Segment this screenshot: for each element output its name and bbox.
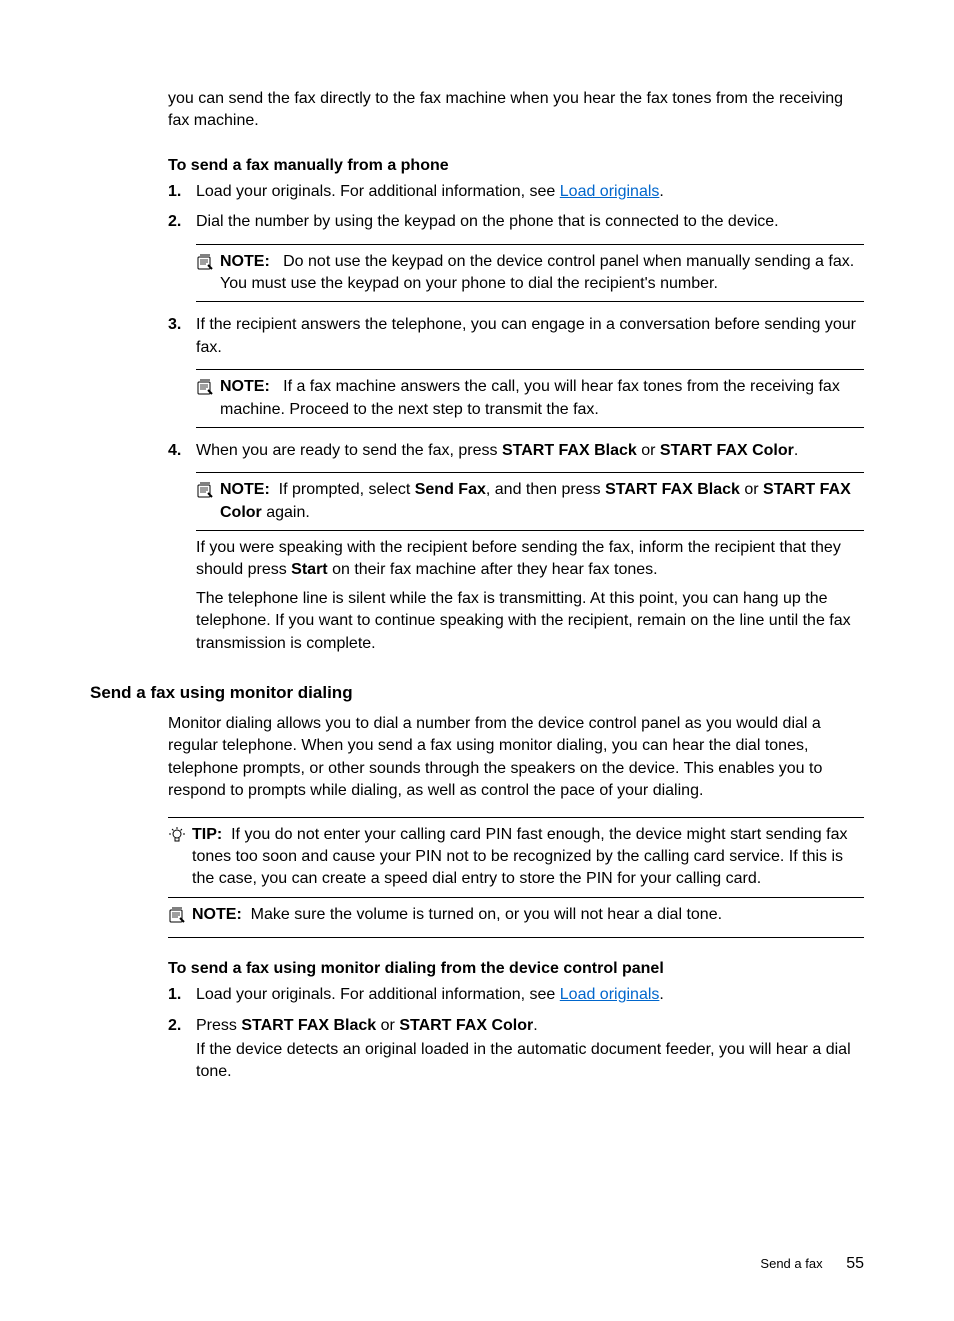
follow-text: If the device detects an original loaded…: [196, 1039, 864, 1084]
tip-text: If you do not enter your calling card PI…: [192, 826, 847, 888]
step-text: When you are ready to send the fax, pres…: [196, 442, 502, 459]
step-body: Load your originals. For additional info…: [196, 181, 864, 203]
note-text: Make sure the volume is turned on, or yo…: [251, 906, 722, 923]
note-icon: [196, 251, 220, 296]
note-text: If a fax machine answers the call, you w…: [220, 378, 840, 417]
step-number: 1.: [168, 984, 196, 1006]
step-number: 3.: [168, 314, 196, 432]
step-3: 3. If the recipient answers the telephon…: [168, 314, 864, 432]
step-text: or: [637, 442, 660, 459]
follow-bold: Start: [291, 561, 327, 578]
note-icon: [196, 376, 220, 421]
step-text: If the recipient answers the telephone, …: [196, 316, 856, 355]
step-text: Press: [196, 1017, 241, 1034]
tip-icon: [168, 824, 192, 891]
note-label: NOTE:: [220, 481, 270, 498]
procedure-heading-1: To send a fax manually from a phone: [168, 157, 864, 175]
follow-text-2: The telephone line is silent while the f…: [196, 588, 864, 655]
note-text: , and then press: [486, 481, 605, 498]
tip-block: TIP: If you do not enter your calling ca…: [168, 817, 864, 897]
note-text: Do not use the keypad on the device cont…: [220, 253, 854, 292]
note-block: NOTE: If a fax machine answers the call,…: [196, 369, 864, 428]
page-footer: Send a fax 55: [760, 1255, 864, 1273]
step-number: 1.: [168, 181, 196, 203]
step-text: .: [533, 1017, 537, 1034]
tip-body: TIP: If you do not enter your calling ca…: [192, 824, 864, 891]
step-2b: 2. Press START FAX Black or START FAX Co…: [168, 1015, 864, 1084]
note-body: NOTE: Make sure the volume is turned on,…: [192, 904, 864, 931]
step-1b: 1. Load your originals. For additional i…: [168, 984, 864, 1006]
step-2: 2. Dial the number by using the keypad o…: [168, 211, 864, 306]
follow-text: If you were speaking with the recipient …: [196, 537, 864, 582]
procedure-heading-2: To send a fax using monitor dialing from…: [168, 960, 864, 978]
note-body: NOTE: If a fax machine answers the call,…: [220, 376, 864, 421]
step-body: Dial the number by using the keypad on t…: [196, 211, 864, 306]
tip-label: TIP:: [192, 826, 222, 843]
step-bold: START FAX Black: [241, 1017, 376, 1034]
note-icon: [168, 904, 192, 931]
step-text: or: [376, 1017, 399, 1034]
intro-text: you can send the fax directly to the fax…: [168, 88, 864, 133]
step-text-tail: .: [659, 986, 663, 1003]
note-block: NOTE: Make sure the volume is turned on,…: [168, 897, 864, 938]
step-4: 4. When you are ready to send the fax, p…: [168, 440, 864, 655]
note-label: NOTE:: [192, 906, 242, 923]
note-body: NOTE: If prompted, select Send Fax, and …: [220, 479, 864, 524]
note-label: NOTE:: [220, 378, 270, 395]
note-text: or: [740, 481, 763, 498]
step-bold: START FAX Black: [502, 442, 637, 459]
step-number: 2.: [168, 1015, 196, 1084]
follow-text-b: on their fax machine after they hear fax…: [328, 561, 658, 578]
note-text: [274, 253, 283, 270]
step-text: Load your originals. For additional info…: [196, 183, 560, 200]
note-block: NOTE: Do not use the keypad on the devic…: [196, 244, 864, 303]
note-bold: Send Fax: [415, 481, 486, 498]
footer-label: Send a fax: [760, 1256, 822, 1271]
section-body: Monitor dialing allows you to dial a num…: [168, 713, 864, 803]
note-body: NOTE: Do not use the keypad on the devic…: [220, 251, 864, 296]
step-body: If the recipient answers the telephone, …: [196, 314, 864, 432]
note-block: NOTE: If prompted, select Send Fax, and …: [196, 472, 864, 531]
step-bold: START FAX Color: [399, 1017, 533, 1034]
step-text: Load your originals. For additional info…: [196, 986, 560, 1003]
step-text-tail: .: [659, 183, 663, 200]
note-text: If prompted, select: [279, 481, 415, 498]
step-1: 1. Load your originals. For additional i…: [168, 181, 864, 203]
load-originals-link[interactable]: Load originals: [560, 183, 660, 200]
note-label: NOTE:: [220, 253, 270, 270]
step-body: Press START FAX Black or START FAX Color…: [196, 1015, 864, 1084]
step-number: 4.: [168, 440, 196, 655]
note-bold: START FAX Black: [605, 481, 740, 498]
note-icon: [196, 479, 220, 524]
note-text: again.: [262, 504, 310, 521]
step-bold: START FAX Color: [660, 442, 794, 459]
step-body: Load your originals. For additional info…: [196, 984, 864, 1006]
note-text-sp: [274, 378, 283, 395]
section-heading: Send a fax using monitor dialing: [90, 683, 864, 703]
step-number: 2.: [168, 211, 196, 306]
step-text: Dial the number by using the keypad on t…: [196, 213, 779, 230]
load-originals-link[interactable]: Load originals: [560, 986, 660, 1003]
step-text: .: [794, 442, 798, 459]
step-body: When you are ready to send the fax, pres…: [196, 440, 864, 655]
page-number: 55: [846, 1255, 864, 1272]
